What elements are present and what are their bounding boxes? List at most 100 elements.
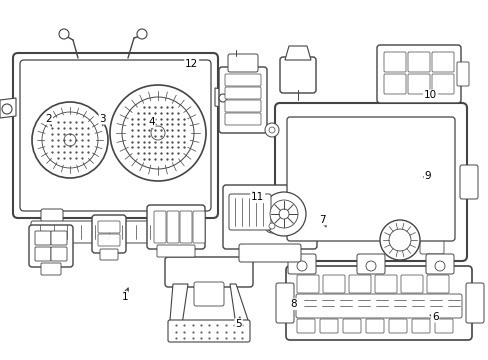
Text: 9: 9 (424, 171, 430, 181)
FancyBboxPatch shape (194, 282, 224, 306)
FancyBboxPatch shape (193, 211, 204, 243)
FancyBboxPatch shape (342, 319, 360, 333)
FancyBboxPatch shape (425, 254, 453, 274)
FancyBboxPatch shape (411, 319, 429, 333)
FancyBboxPatch shape (356, 254, 384, 274)
Polygon shape (0, 98, 16, 118)
FancyBboxPatch shape (147, 205, 204, 249)
FancyBboxPatch shape (400, 275, 422, 293)
FancyBboxPatch shape (31, 221, 200, 243)
FancyBboxPatch shape (35, 231, 51, 245)
FancyBboxPatch shape (224, 113, 261, 125)
FancyBboxPatch shape (92, 215, 126, 253)
FancyBboxPatch shape (154, 211, 165, 243)
Polygon shape (215, 88, 228, 108)
Circle shape (2, 104, 12, 114)
FancyBboxPatch shape (223, 185, 316, 249)
FancyBboxPatch shape (459, 165, 477, 199)
FancyBboxPatch shape (98, 234, 120, 246)
FancyBboxPatch shape (167, 211, 179, 243)
Circle shape (262, 192, 305, 236)
Circle shape (269, 200, 297, 228)
Circle shape (42, 112, 98, 168)
FancyBboxPatch shape (41, 263, 61, 275)
FancyBboxPatch shape (224, 100, 261, 112)
FancyBboxPatch shape (224, 87, 261, 99)
FancyBboxPatch shape (296, 275, 318, 293)
Text: 2: 2 (45, 114, 52, 124)
Polygon shape (170, 284, 187, 325)
FancyBboxPatch shape (275, 283, 293, 323)
Circle shape (365, 261, 375, 271)
Text: 10: 10 (423, 90, 436, 100)
Polygon shape (285, 46, 310, 60)
Circle shape (434, 261, 444, 271)
FancyBboxPatch shape (35, 247, 51, 261)
FancyBboxPatch shape (348, 275, 370, 293)
FancyBboxPatch shape (227, 54, 258, 72)
FancyBboxPatch shape (285, 266, 471, 340)
Circle shape (32, 102, 108, 178)
Circle shape (64, 134, 76, 146)
FancyBboxPatch shape (168, 209, 190, 225)
Circle shape (219, 94, 226, 102)
Circle shape (296, 261, 306, 271)
FancyBboxPatch shape (431, 52, 453, 72)
FancyBboxPatch shape (434, 319, 452, 333)
FancyBboxPatch shape (224, 74, 261, 86)
Circle shape (59, 29, 69, 39)
FancyBboxPatch shape (100, 249, 118, 260)
Circle shape (264, 123, 279, 137)
Circle shape (264, 219, 279, 233)
Polygon shape (229, 284, 247, 325)
FancyBboxPatch shape (383, 74, 405, 94)
Circle shape (379, 220, 419, 260)
Circle shape (268, 223, 274, 229)
FancyBboxPatch shape (20, 60, 210, 211)
FancyBboxPatch shape (13, 53, 218, 218)
FancyBboxPatch shape (465, 283, 483, 323)
FancyBboxPatch shape (274, 103, 466, 261)
FancyBboxPatch shape (51, 231, 67, 245)
FancyBboxPatch shape (98, 221, 120, 233)
FancyBboxPatch shape (419, 226, 443, 254)
FancyBboxPatch shape (319, 319, 337, 333)
Text: 7: 7 (319, 215, 325, 225)
FancyBboxPatch shape (388, 319, 406, 333)
Text: 4: 4 (148, 117, 155, 127)
FancyBboxPatch shape (164, 257, 252, 287)
FancyBboxPatch shape (157, 245, 195, 257)
Circle shape (110, 85, 205, 181)
FancyBboxPatch shape (51, 247, 67, 261)
Text: 5: 5 (235, 319, 242, 329)
FancyBboxPatch shape (456, 62, 468, 86)
FancyBboxPatch shape (29, 225, 73, 267)
FancyBboxPatch shape (295, 294, 461, 318)
FancyBboxPatch shape (228, 194, 270, 230)
Circle shape (151, 126, 164, 140)
Circle shape (137, 29, 147, 39)
FancyBboxPatch shape (431, 74, 453, 94)
FancyBboxPatch shape (383, 52, 405, 72)
Text: 12: 12 (184, 59, 198, 69)
FancyBboxPatch shape (323, 275, 345, 293)
Circle shape (268, 127, 274, 133)
Text: 1: 1 (121, 292, 128, 302)
FancyBboxPatch shape (168, 320, 249, 342)
Text: 11: 11 (250, 192, 264, 202)
FancyBboxPatch shape (287, 254, 315, 274)
FancyBboxPatch shape (239, 244, 301, 262)
FancyBboxPatch shape (374, 275, 396, 293)
FancyBboxPatch shape (365, 319, 383, 333)
FancyBboxPatch shape (376, 45, 460, 103)
FancyBboxPatch shape (296, 319, 314, 333)
FancyBboxPatch shape (41, 209, 63, 225)
FancyBboxPatch shape (219, 67, 266, 133)
Circle shape (388, 229, 410, 251)
FancyBboxPatch shape (286, 117, 454, 241)
FancyBboxPatch shape (407, 74, 429, 94)
Circle shape (279, 209, 288, 219)
Circle shape (122, 97, 194, 169)
FancyBboxPatch shape (180, 211, 192, 243)
FancyBboxPatch shape (426, 275, 448, 293)
